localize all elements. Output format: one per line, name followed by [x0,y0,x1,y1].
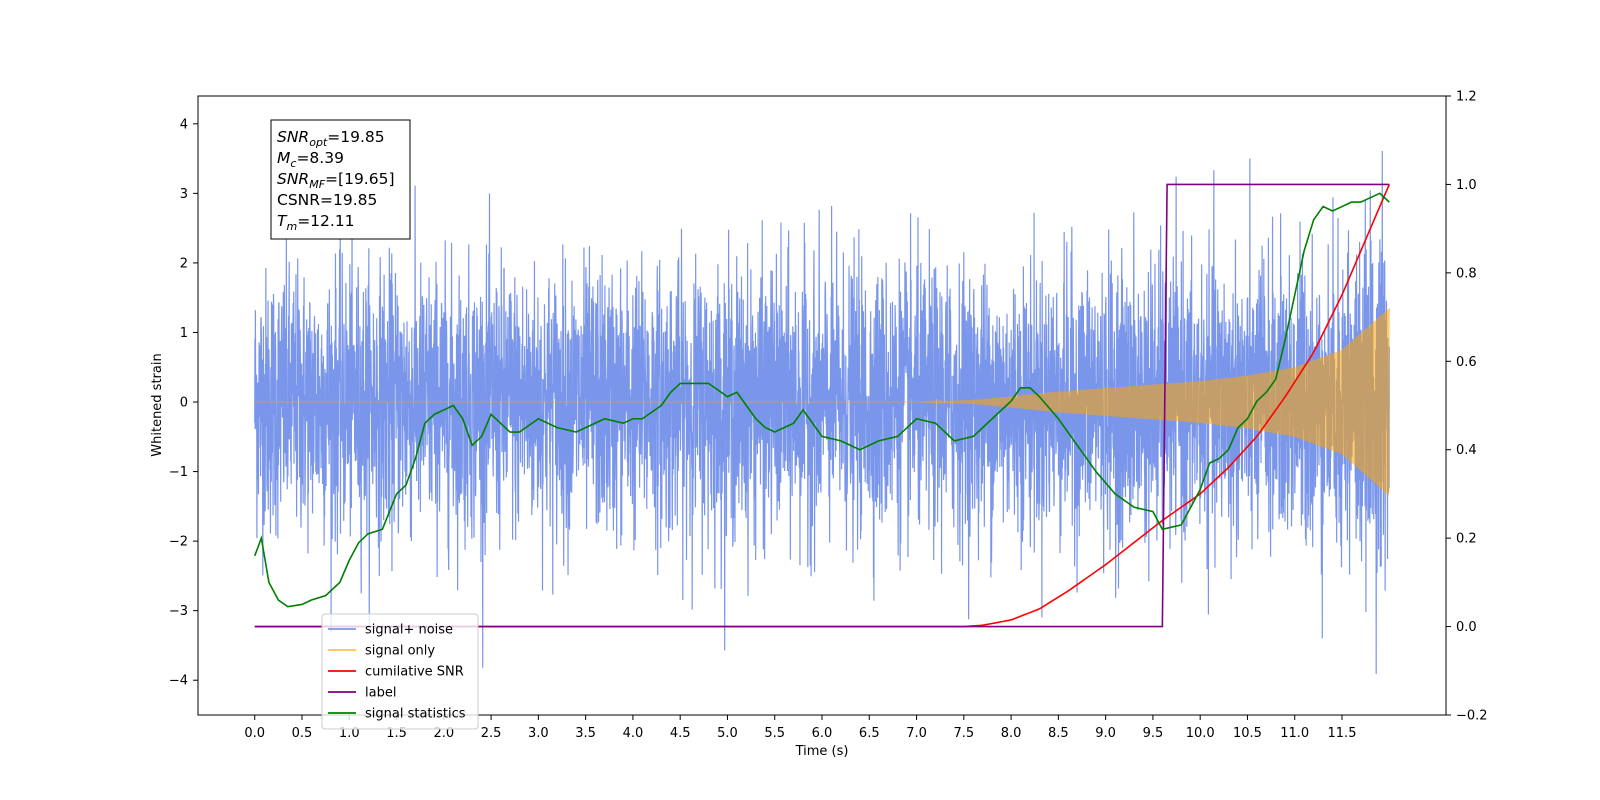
annotation-symbol: SNR [277,170,309,188]
x-tick-label: 6.0 [812,726,833,741]
x-tick-label: 10.5 [1233,726,1262,741]
x-tick-label: 4.0 [623,726,644,741]
series-signal-only [254,308,1390,496]
annotation-value: =12.11 [297,212,354,230]
x-tick-label: 2.5 [481,726,502,741]
y-tick-label: −4 [169,674,188,689]
y2-tick-label: 0.2 [1456,532,1477,547]
annotation-value: =19.85 [320,191,377,209]
legend-frame [321,613,479,730]
y-tick-label: −1 [169,465,188,480]
annotation-value: =19.85 [327,128,384,146]
y2-tick-label: 1.2 [1456,90,1477,105]
y-axis-left: −4 −3 −2 −1 0 1 2 3 4 [169,117,198,689]
x-tick-label: 1.5 [386,726,407,741]
x-tick-label: 9.0 [1095,726,1116,741]
y2-tick-label: −0.2 [1456,709,1488,724]
y-tick-label: 1 [180,326,188,341]
y-tick-label: −2 [169,535,188,550]
annotation-value: =[19.65] [325,170,394,188]
series-label [254,183,1390,628]
x-tick-label: 5.0 [717,726,738,741]
x-tick-label: 9.5 [1143,726,1164,741]
x-tick-label: 3.5 [575,726,596,741]
x-axis-label: Time (s) [795,744,849,759]
legend-label: signal+ noise [365,623,453,638]
y-tick-label: 2 [180,256,188,271]
y-tick-label: 3 [180,187,188,202]
annotation-symbol: SNR [277,128,309,146]
legend-label: cumilative SNR [365,665,464,680]
x-tick-label: 11.0 [1280,726,1309,741]
legend: signal+ noise signal only cumilative SNR la… [321,613,479,730]
annotation-subscript: opt [309,136,328,149]
series-signal-statistics [253,192,1390,608]
annotation-frame [270,119,411,240]
annotation-line: Mc=8.39 [277,149,344,170]
x-tick-label: 6.5 [859,726,880,741]
annotation-subscript: m [286,220,297,233]
legend-label: signal only [365,644,435,659]
x-axis: 0.0 0.5 1.0 1.5 2.0 2.5 3.0 3.5 4.0 4.5 5.0 5.5 6.0 6… [244,715,1356,741]
x-tick-label: 10.0 [1186,726,1215,741]
x-tick-label: 0.0 [244,726,265,741]
x-tick-label: 7.5 [953,726,974,741]
x-tick-label: 8.0 [1001,726,1022,741]
y2-tick-label: 0.4 [1456,443,1477,458]
y-tick-label: −3 [169,604,188,619]
x-tick-label: 1.0 [339,726,360,741]
annotation-symbol: T [277,212,288,230]
y-tick-label: 0 [180,396,188,411]
y2-tick-label: 0.6 [1456,355,1477,370]
annotation-value: =8.39 [296,149,344,167]
annotation-subscript: c [290,157,296,170]
x-tick-label: 11.5 [1328,726,1357,741]
y2-tick-label: 0.8 [1456,266,1477,281]
x-tick-label: 2.0 [433,726,454,741]
x-tick-label: 7.0 [906,726,927,741]
annotation-symbol: M [277,149,290,167]
annotation-subscript: MF [309,178,325,191]
legend-label: label [365,686,396,701]
y-axis-label: Whitened strain [150,353,165,456]
x-tick-label: 3.0 [528,726,549,741]
x-tick-label: 8.5 [1048,726,1069,741]
annotation-line: CSNR=19.85 [277,191,377,209]
annotation-line: SNRopt=19.85 [277,128,385,149]
y-tick-label: 4 [180,117,188,132]
annotation-line: SNRMF=[19.65] [277,170,395,191]
legend-label: signal statistics [365,707,466,722]
annotation-line: Tm=12.11 [277,212,355,233]
annotation-symbol: CSNR [277,191,320,209]
y-axis-right: −0.2 0.0 0.2 0.4 0.6 0.8 1.0 1.2 [1446,90,1488,724]
x-tick-label: 5.5 [764,726,785,741]
annotation-box: SNRopt=19.85Mc=8.39SNRMF=[19.65]CSNR=19.… [270,119,411,240]
y2-tick-label: 1.0 [1456,178,1477,193]
x-tick-label: 0.5 [292,726,313,741]
y2-tick-label: 0.0 [1456,620,1477,635]
x-tick-label: 4.5 [670,726,691,741]
